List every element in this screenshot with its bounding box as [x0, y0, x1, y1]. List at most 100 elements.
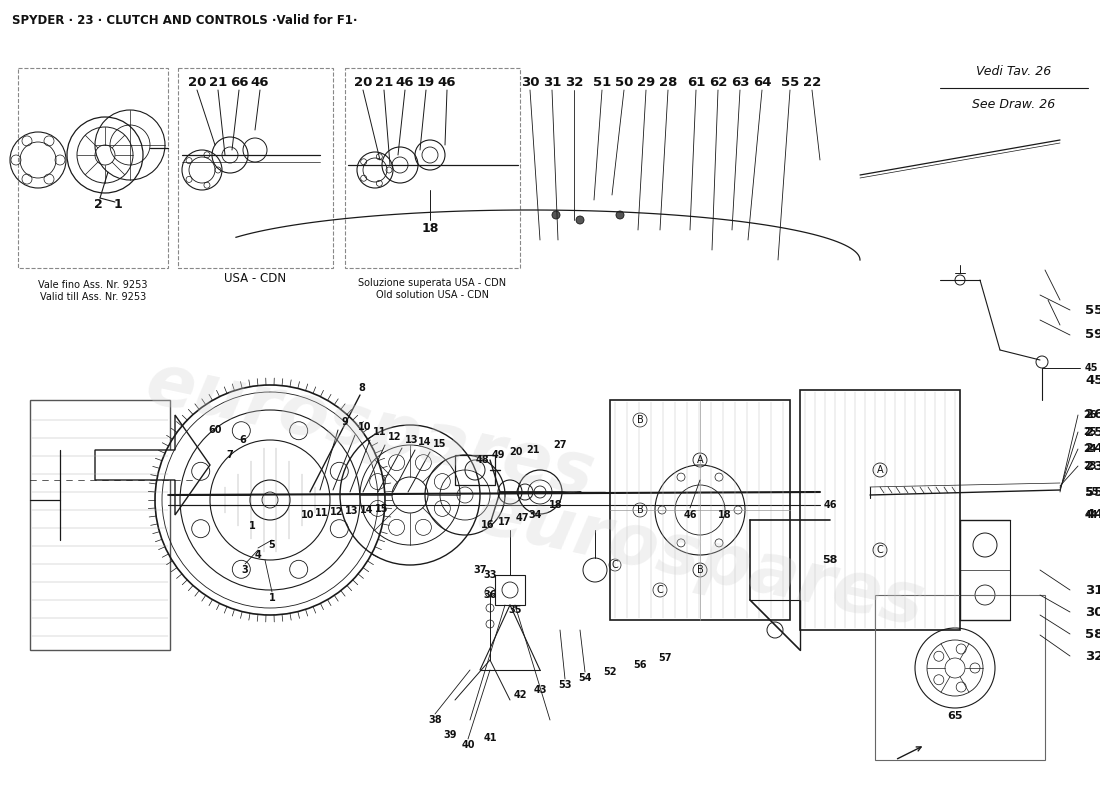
Text: C: C [657, 585, 663, 595]
Text: 48: 48 [475, 455, 488, 465]
Text: B: B [696, 565, 703, 575]
Text: 32: 32 [1085, 650, 1100, 662]
Bar [18, 68, 168, 268]
Text: 22: 22 [803, 75, 821, 89]
Text: 25: 25 [1084, 427, 1097, 437]
Text: 24: 24 [1084, 444, 1097, 454]
Text: 46: 46 [823, 500, 837, 510]
Text: 46: 46 [683, 510, 696, 520]
Text: 1: 1 [113, 198, 122, 211]
Text: 19: 19 [417, 75, 436, 89]
Text: 6: 6 [240, 435, 246, 445]
Text: 58: 58 [823, 555, 838, 565]
Text: 31: 31 [1085, 583, 1100, 597]
Circle shape [552, 211, 560, 219]
Text: 20: 20 [354, 75, 372, 89]
Text: 9: 9 [341, 417, 348, 427]
Bar [178, 68, 333, 268]
Text: 13: 13 [345, 506, 359, 516]
Text: 45: 45 [1085, 363, 1099, 373]
Text: 57: 57 [658, 653, 672, 663]
Text: 12: 12 [388, 432, 401, 442]
Text: 33: 33 [483, 570, 497, 580]
Text: 2: 2 [94, 198, 102, 211]
Text: 46: 46 [438, 75, 456, 89]
Text: 30: 30 [520, 75, 539, 89]
Text: 52: 52 [603, 667, 617, 677]
Text: 44: 44 [1085, 509, 1100, 522]
Bar [455, 455, 495, 485]
Text: 59: 59 [1085, 329, 1100, 342]
Text: 42: 42 [514, 690, 527, 700]
Text: B: B [637, 505, 644, 515]
Bar [874, 595, 1045, 760]
Text: 66: 66 [230, 75, 249, 89]
Text: See Draw. 26: See Draw. 26 [972, 98, 1056, 111]
Text: 10: 10 [301, 510, 315, 520]
Bar [30, 400, 170, 650]
Text: 7: 7 [227, 450, 233, 460]
Text: 55: 55 [1085, 487, 1099, 497]
Text: 56: 56 [634, 660, 647, 670]
Text: 39: 39 [443, 730, 456, 740]
Text: 26: 26 [1084, 410, 1097, 420]
Text: 4: 4 [254, 550, 262, 560]
Text: 15: 15 [375, 504, 388, 514]
Text: 24: 24 [1085, 442, 1100, 455]
Text: 55: 55 [1085, 486, 1100, 498]
Text: 35: 35 [508, 605, 521, 615]
Text: B: B [637, 415, 644, 425]
Circle shape [616, 211, 624, 219]
Text: 23: 23 [1084, 461, 1097, 471]
Text: 50: 50 [615, 75, 634, 89]
Text: USA - CDN: USA - CDN [224, 271, 286, 285]
Text: 58: 58 [1085, 627, 1100, 641]
Text: 11: 11 [316, 508, 329, 518]
Text: 45: 45 [1085, 374, 1100, 386]
Text: 41: 41 [483, 733, 497, 743]
Text: A: A [696, 455, 703, 465]
Text: C: C [877, 545, 883, 555]
Text: 49: 49 [492, 450, 505, 460]
Bar [800, 390, 960, 630]
Text: 12: 12 [330, 507, 343, 517]
Text: 64: 64 [752, 75, 771, 89]
Text: 18: 18 [718, 510, 732, 520]
Text: 63: 63 [730, 75, 749, 89]
Text: 65: 65 [947, 711, 962, 721]
Text: 3: 3 [242, 565, 249, 575]
Text: 61: 61 [686, 75, 705, 89]
Text: C: C [612, 560, 618, 570]
Text: 28: 28 [659, 75, 678, 89]
Circle shape [576, 216, 584, 224]
Bar [610, 400, 790, 620]
Text: Valid till Ass. Nr. 9253: Valid till Ass. Nr. 9253 [40, 292, 146, 302]
Text: 36: 36 [483, 590, 497, 600]
Text: 47: 47 [515, 513, 529, 523]
Text: 17: 17 [498, 517, 512, 527]
Text: 18: 18 [421, 222, 439, 234]
Text: 23: 23 [1085, 459, 1100, 473]
Text: 29: 29 [637, 75, 656, 89]
Text: 60: 60 [208, 425, 222, 435]
Text: 5: 5 [268, 540, 275, 550]
Text: 62: 62 [708, 75, 727, 89]
Text: 20: 20 [188, 75, 206, 89]
Text: 46: 46 [251, 75, 270, 89]
Text: 51: 51 [593, 75, 612, 89]
Text: 13: 13 [405, 435, 418, 445]
Text: 11: 11 [373, 427, 386, 437]
Text: Soluzione superata USA - CDN: Soluzione superata USA - CDN [358, 278, 506, 288]
Text: 26: 26 [1085, 409, 1100, 422]
Text: 44: 44 [1085, 510, 1099, 520]
Text: 10: 10 [358, 422, 372, 432]
Text: 8: 8 [359, 383, 365, 393]
Text: 40: 40 [461, 740, 475, 750]
Text: 25: 25 [1085, 426, 1100, 438]
Text: 20: 20 [509, 447, 522, 457]
Text: 38: 38 [428, 715, 442, 725]
Text: eurospares: eurospares [140, 349, 601, 511]
Polygon shape [95, 415, 210, 515]
Text: SPYDER · 23 · CLUTCH AND CONTROLS ·Valid for F1·: SPYDER · 23 · CLUTCH AND CONTROLS ·Valid… [12, 14, 358, 27]
Text: eurospares: eurospares [470, 478, 931, 642]
